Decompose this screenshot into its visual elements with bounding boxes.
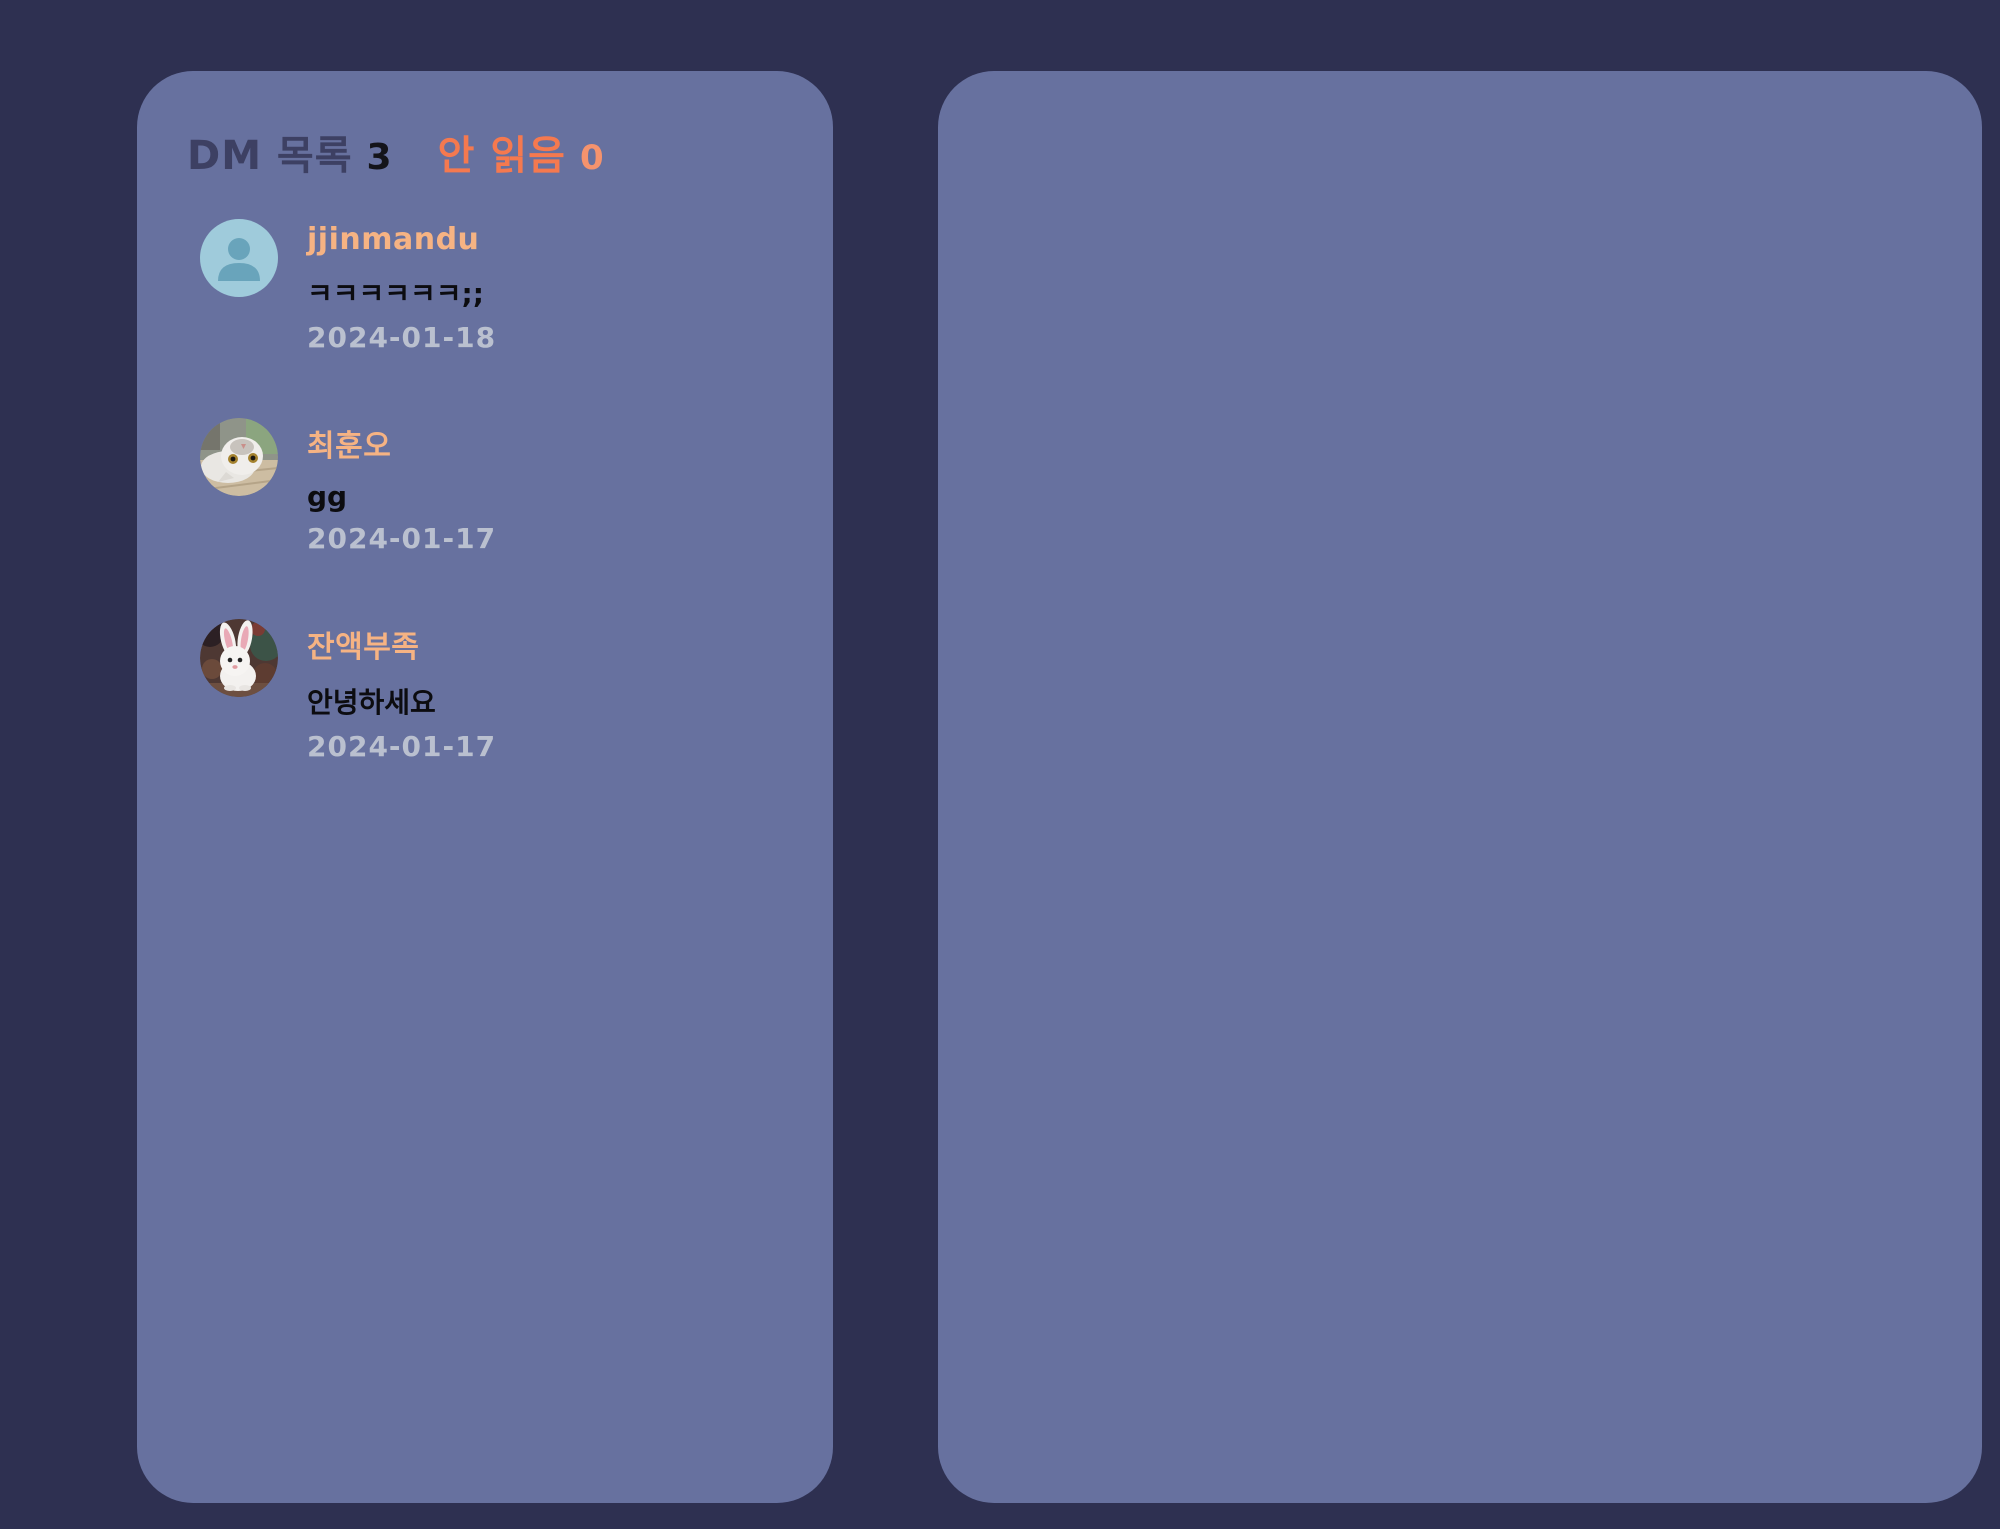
unread-count: 0 [579,138,604,178]
cat-avatar-image [200,418,278,496]
dm-item-text: 최훈오 gg 2024-01-17 [307,418,496,555]
unread-label: 안 읽음 [437,133,566,179]
rabbit-avatar-image [200,619,278,697]
dm-list-panel: DM 목록 3 안 읽음 0 jjinmandu ㅋㅋㅋㅋㅋㅋ;; 2024-0… [137,71,833,1503]
dm-item-date: 2024-01-18 [307,321,497,354]
dm-conversation-item[interactable]: 잔액부족 안녕하세요 2024-01-17 [200,619,833,763]
dm-item-name: jjinmandu [307,222,480,257]
chat-panel [938,71,1982,1503]
dm-list-header: DM 목록 3 안 읽음 0 [137,71,833,181]
dm-item-name: 잔액부족 [307,630,420,665]
dm-item-text: jjinmandu ㅋㅋㅋㅋㅋㅋ;; 2024-01-18 [307,219,496,354]
dm-list-title: DM 목록 [187,133,353,179]
dm-conversation-item[interactable]: jjinmandu ㅋㅋㅋㅋㅋㅋ;; 2024-01-18 [200,219,833,354]
dm-item-name: 최훈오 [307,429,392,464]
dm-item-text: 잔액부족 안녕하세요 2024-01-17 [307,619,496,763]
dm-list-count: 3 [366,137,392,178]
default-user-avatar-icon [200,219,278,297]
dm-item-last-message: gg [307,480,348,513]
dm-conversation-item[interactable]: 최훈오 gg 2024-01-17 [200,418,833,555]
dm-item-last-message: ㅋㅋㅋㅋㅋㅋ;; [307,277,484,310]
dm-item-date: 2024-01-17 [307,522,497,555]
dm-item-last-message: 안녕하세요 [307,686,436,719]
dm-conversation-list: jjinmandu ㅋㅋㅋㅋㅋㅋ;; 2024-01-18 [200,219,833,763]
dm-item-date: 2024-01-17 [307,730,497,763]
